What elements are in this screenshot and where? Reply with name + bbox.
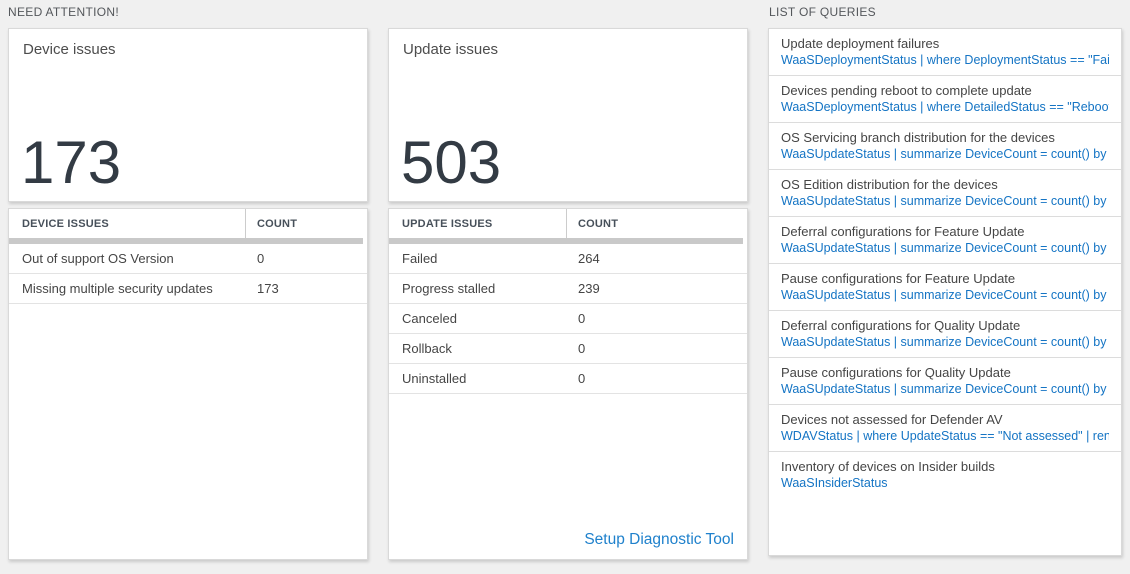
tile-title: Device issues: [23, 41, 116, 58]
table-row[interactable]: Rollback 0: [389, 334, 747, 364]
update-issues-table: UPDATE ISSUES COUNT Failed 264 Progress …: [388, 208, 748, 560]
setup-diagnostic-tool-link[interactable]: Setup Diagnostic Tool: [584, 531, 734, 548]
row-label: Missing multiple security updates: [22, 281, 213, 296]
query-list-item[interactable]: OS Servicing branch distribution for the…: [769, 123, 1121, 170]
row-count: 0: [578, 341, 586, 356]
update-issues-big-number: 503: [401, 129, 502, 196]
table-row[interactable]: Failed 264: [389, 244, 747, 274]
query-title: Deferral configurations for Feature Upda…: [781, 224, 1025, 239]
table-header-row: DEVICE ISSUES COUNT: [9, 209, 367, 238]
row-count: 173: [257, 281, 279, 296]
table-row[interactable]: Canceled 0: [389, 304, 747, 334]
table-row[interactable]: Uninstalled 0: [389, 364, 747, 394]
query-text[interactable]: WaaSDeploymentStatus | where DetailedSta…: [781, 100, 1109, 114]
device-issues-tile[interactable]: Device issues 173: [8, 28, 368, 202]
need-attention-header: NEED ATTENTION!: [8, 5, 119, 19]
query-text[interactable]: WDAVStatus | where UpdateStatus == "Not …: [781, 429, 1109, 443]
column-header-update-issues[interactable]: UPDATE ISSUES: [389, 209, 567, 238]
query-list: Update deployment failures WaaSDeploymen…: [768, 28, 1122, 556]
query-text[interactable]: WaaSUpdateStatus | summarize DeviceCount…: [781, 335, 1109, 349]
query-title: Devices not assessed for Defender AV: [781, 412, 1003, 427]
list-of-queries-header: LIST OF QUERIES: [769, 5, 876, 19]
device-issues-big-number: 173: [21, 129, 122, 196]
device-issues-table: DEVICE ISSUES COUNT Out of support OS Ve…: [8, 208, 368, 560]
row-count: 0: [578, 311, 586, 326]
query-title: Inventory of devices on Insider builds: [781, 459, 995, 474]
query-text[interactable]: WaaSDeploymentStatus | where DeploymentS…: [781, 53, 1109, 67]
column-header-count[interactable]: COUNT: [578, 217, 619, 230]
column-header-device-issues[interactable]: DEVICE ISSUES: [9, 209, 246, 238]
query-text[interactable]: WaaSUpdateStatus | summarize DeviceCount…: [781, 288, 1109, 302]
query-title: Deferral configurations for Quality Upda…: [781, 318, 1021, 333]
update-issues-tile[interactable]: Update issues 503: [388, 28, 748, 202]
table-row[interactable]: Missing multiple security updates 173: [9, 274, 367, 304]
query-list-item[interactable]: Update deployment failures WaaSDeploymen…: [769, 29, 1121, 76]
query-title: Devices pending reboot to complete updat…: [781, 83, 1032, 98]
query-text[interactable]: WaaSUpdateStatus | summarize DeviceCount…: [781, 194, 1109, 208]
row-count: 0: [578, 371, 586, 386]
query-text[interactable]: WaaSUpdateStatus | summarize DeviceCount…: [781, 147, 1109, 161]
row-count: 0: [257, 251, 265, 266]
tile-title: Update issues: [403, 41, 499, 58]
row-count: 264: [578, 251, 600, 266]
query-list-item[interactable]: Pause configurations for Quality Update …: [769, 358, 1121, 405]
query-title: OS Edition distribution for the devices: [781, 177, 998, 192]
query-list-item[interactable]: Deferral configurations for Feature Upda…: [769, 217, 1121, 264]
column-header-count[interactable]: COUNT: [257, 217, 298, 230]
table-row[interactable]: Out of support OS Version 0: [9, 244, 367, 274]
row-label: Canceled: [402, 311, 457, 326]
query-text[interactable]: WaaSUpdateStatus | summarize DeviceCount…: [781, 241, 1109, 255]
query-text[interactable]: WaaSUpdateStatus | summarize DeviceCount…: [781, 382, 1109, 396]
query-title: OS Servicing branch distribution for the…: [781, 130, 1055, 145]
row-label: Out of support OS Version: [22, 251, 174, 266]
table-row[interactable]: Progress stalled 239: [389, 274, 747, 304]
query-list-item[interactable]: Devices not assessed for Defender AV WDA…: [769, 405, 1121, 452]
row-count: 239: [578, 281, 600, 296]
query-title: Pause configurations for Quality Update: [781, 365, 1011, 380]
grid-scroll-band: [9, 238, 363, 244]
row-label: Progress stalled: [402, 281, 496, 296]
row-label: Uninstalled: [402, 371, 467, 386]
query-list-item[interactable]: Pause configurations for Feature Update …: [769, 264, 1121, 311]
query-list-item[interactable]: Devices pending reboot to complete updat…: [769, 76, 1121, 123]
row-label: Failed: [402, 251, 438, 266]
query-list-item[interactable]: Deferral configurations for Quality Upda…: [769, 311, 1121, 358]
grid-scroll-band: [389, 238, 743, 244]
table-header-row: UPDATE ISSUES COUNT: [389, 209, 747, 238]
query-list-item[interactable]: OS Edition distribution for the devices …: [769, 170, 1121, 217]
query-title: Pause configurations for Feature Update: [781, 271, 1016, 286]
row-label: Rollback: [402, 341, 452, 356]
query-text[interactable]: WaaSInsiderStatus: [781, 476, 888, 490]
query-title: Update deployment failures: [781, 36, 940, 51]
query-list-item[interactable]: Inventory of devices on Insider builds W…: [769, 452, 1121, 498]
